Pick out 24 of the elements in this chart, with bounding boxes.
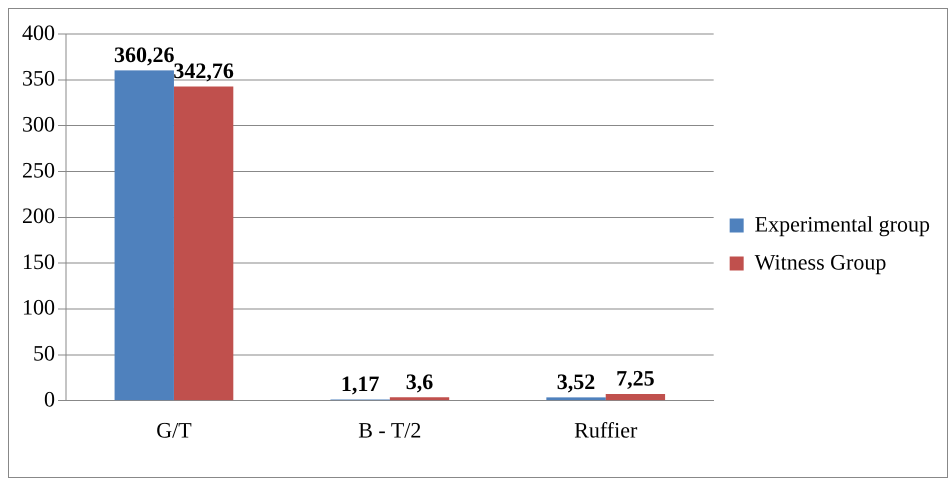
data-label: 3,52 [556, 369, 596, 394]
y-tick-label: 300 [22, 111, 55, 136]
legend-label: Experimental group [754, 211, 930, 236]
data-label: 360,26 [114, 42, 175, 68]
y-tick-label: 100 [22, 294, 55, 320]
data-label: 3,6 [406, 368, 434, 394]
bar [114, 70, 174, 400]
data-label: 7,25 [616, 366, 655, 391]
y-tick-label: 400 [22, 20, 55, 45]
y-tick-label: 150 [22, 248, 55, 274]
y-tick-label: 350 [22, 66, 55, 91]
y-tick-label: 0 [44, 386, 55, 412]
bar [606, 394, 666, 400]
x-tick-label: Ruffier [574, 418, 638, 443]
x-tick-label: G/T [156, 418, 192, 443]
x-tick-label: B - T/2 [358, 418, 422, 443]
data-label: 1,17 [340, 371, 380, 396]
y-tick-label: 50 [33, 340, 55, 366]
legend-label: Witness Group [754, 249, 886, 274]
bar [174, 86, 234, 400]
y-tick-label: 250 [22, 157, 55, 182]
bar [546, 397, 606, 400]
y-tick-label: 200 [22, 203, 55, 228]
data-label: 342,76 [173, 58, 234, 84]
